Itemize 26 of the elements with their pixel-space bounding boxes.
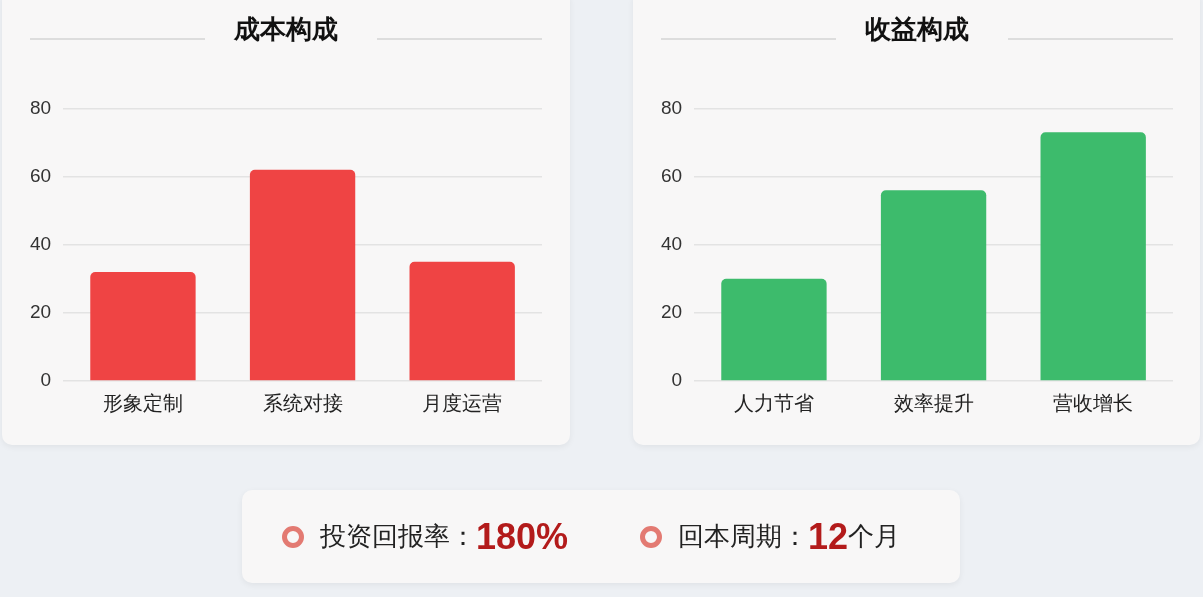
- y-tick-label: 80: [29, 96, 52, 118]
- bar: [409, 261, 515, 381]
- x-tick-label: 人力节省: [733, 391, 814, 416]
- bar: [249, 169, 356, 381]
- y-tick-label: 0: [671, 369, 683, 391]
- y-tick-label: 0: [40, 369, 52, 391]
- x-tick-label: 形象定制: [102, 391, 183, 416]
- y-tick-label: 20: [660, 301, 683, 323]
- x-tick-label: 系统对接: [262, 391, 343, 416]
- chart-title: 成本构成: [233, 13, 339, 46]
- x-tick-label: 营收增长: [1053, 391, 1134, 416]
- y-tick-label: 60: [660, 164, 683, 186]
- y-tick-label: 60: [29, 164, 52, 186]
- x-tick-label: 月度运营: [422, 391, 503, 416]
- bar: [90, 271, 196, 381]
- text: 投资回报率：180%: [320, 515, 569, 558]
- y-tick-label: 40: [29, 232, 52, 254]
- bar: [880, 190, 987, 381]
- text: 回本周期：12个月: [678, 515, 901, 558]
- bar: [1040, 132, 1146, 381]
- y-tick-label: 20: [29, 301, 52, 323]
- y-tick-label: 40: [660, 232, 683, 254]
- chart-title: 收益构成: [863, 13, 970, 46]
- y-tick-label: 80: [660, 96, 683, 118]
- x-tick-label: 效率提升: [893, 391, 974, 416]
- bar: [721, 278, 827, 381]
